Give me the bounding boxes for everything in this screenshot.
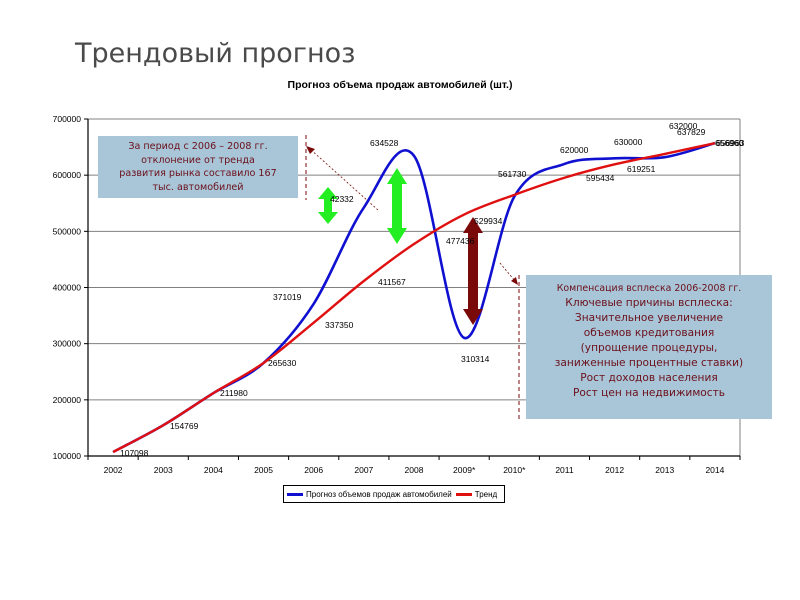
x-tick-label: 2004: [204, 465, 223, 475]
data-label: 42332: [330, 194, 354, 204]
pointer-arrow: [309, 148, 379, 211]
y-tick-label: 200000: [53, 395, 82, 405]
note-line: (упрощение процедуры,: [580, 342, 718, 354]
data-label: 656960: [715, 138, 744, 148]
x-tick-label: 2013: [655, 465, 674, 475]
note-line: заниженные процентные ставки): [554, 357, 744, 369]
annotation-markers: [305, 135, 520, 420]
legend-item-trend: Тренд: [455, 489, 498, 499]
slide-title: Трендовый прогноз: [75, 38, 356, 69]
data-label: 477436: [446, 236, 475, 246]
data-labels: 107098 154769 211980 265630 371019 42332 63452…: [120, 121, 745, 458]
x-tick-label: 2003: [154, 465, 173, 475]
data-label: 337350: [325, 320, 354, 330]
double-arrow-icon: [318, 187, 338, 224]
deviation-note: За период с 2006 – 2008 гг. отклонение о…: [98, 136, 298, 198]
x-tick-label: 2005: [254, 465, 273, 475]
data-label: 211980: [220, 388, 248, 398]
arrowhead-icon: [511, 277, 518, 285]
note-line: Рост доходов населения: [580, 372, 718, 384]
trend-swatch-icon: [455, 492, 472, 496]
x-tick-label: 2007: [354, 465, 373, 475]
x-axis-ticks: 2002 2003 2004 2005 2006 2007 2008 2009* 2010* 20…: [87, 456, 741, 475]
x-tick-label: 2006: [304, 465, 323, 475]
data-label: 265630: [268, 358, 297, 368]
data-label: 561730: [498, 169, 527, 179]
data-label: 656963: [716, 138, 745, 148]
legend-label: Тренд: [474, 489, 498, 499]
data-label: 632000: [669, 121, 698, 131]
x-tick-label: 2008: [405, 465, 424, 475]
data-label: 620000: [560, 145, 589, 155]
data-label: 630000: [614, 137, 643, 147]
data-label: 310314: [461, 354, 490, 364]
compensation-note: Компенсация всплеска 2006-2008 гг. Ключе…: [526, 275, 772, 419]
x-tick-label: 2012: [605, 465, 624, 475]
x-tick-label: 2009*: [453, 465, 476, 475]
legend-item-forecast: Прогноз объемов продаж автомобилей: [287, 490, 452, 499]
y-tick-label: 100000: [53, 451, 82, 461]
x-tick-label: 2011: [555, 465, 574, 475]
note-line: развития рынка составило 167: [119, 168, 277, 179]
data-label: 595434: [586, 173, 615, 183]
legend-label: Прогноз объемов продаж автомобилей: [306, 489, 452, 499]
series-lines: [112, 141, 716, 454]
pointer-arrow: [499, 262, 516, 282]
chart-title: Прогноз объема продаж автомобилей (шт.): [287, 79, 513, 91]
note-line: Компенсация всплеска 2006-2008 гг.: [556, 283, 742, 294]
y-axis-ticks: 700000 600000 500000 400000 300000 200000 1000…: [53, 114, 88, 461]
note-line: Ключевые причины всплеска:: [565, 297, 733, 309]
data-label: 634528: [370, 138, 399, 148]
data-label: 371019: [273, 292, 302, 302]
note-line: отклонение от тренда: [141, 154, 255, 166]
data-label: 411567: [378, 277, 406, 287]
note-line: объемов кредитования: [583, 327, 715, 339]
y-tick-label: 600000: [53, 170, 82, 180]
data-label: 154769: [170, 421, 199, 431]
note-line: За период с 2006 – 2008 гг.: [128, 141, 268, 152]
forecast-swatch-icon: [287, 492, 303, 496]
arrowhead-icon: [306, 146, 315, 154]
x-tick-label: 2014: [705, 465, 724, 475]
note-line: Рост цен на недвижимость: [572, 387, 726, 399]
data-label: 619251: [627, 164, 656, 174]
trend-line: [112, 141, 716, 454]
note-line: тыс. автомобилей: [152, 181, 244, 193]
data-label: 637829: [677, 127, 706, 137]
data-label: 107098: [120, 448, 149, 458]
x-tick-label: 2010*: [503, 465, 526, 475]
double-arrow-icon: [387, 168, 407, 244]
y-tick-label: 300000: [53, 339, 82, 349]
x-tick-label: 2002: [104, 465, 123, 475]
y-tick-label: 500000: [53, 226, 82, 236]
note-line: Значительное увеличение: [574, 312, 724, 324]
data-label: 529934: [474, 216, 503, 226]
y-tick-label: 400000: [53, 283, 82, 293]
y-tick-label: 700000: [53, 114, 82, 124]
double-arrow-icon: [463, 217, 483, 325]
chart-legend: Прогноз объемов продаж автомобилей Тренд: [283, 485, 506, 503]
